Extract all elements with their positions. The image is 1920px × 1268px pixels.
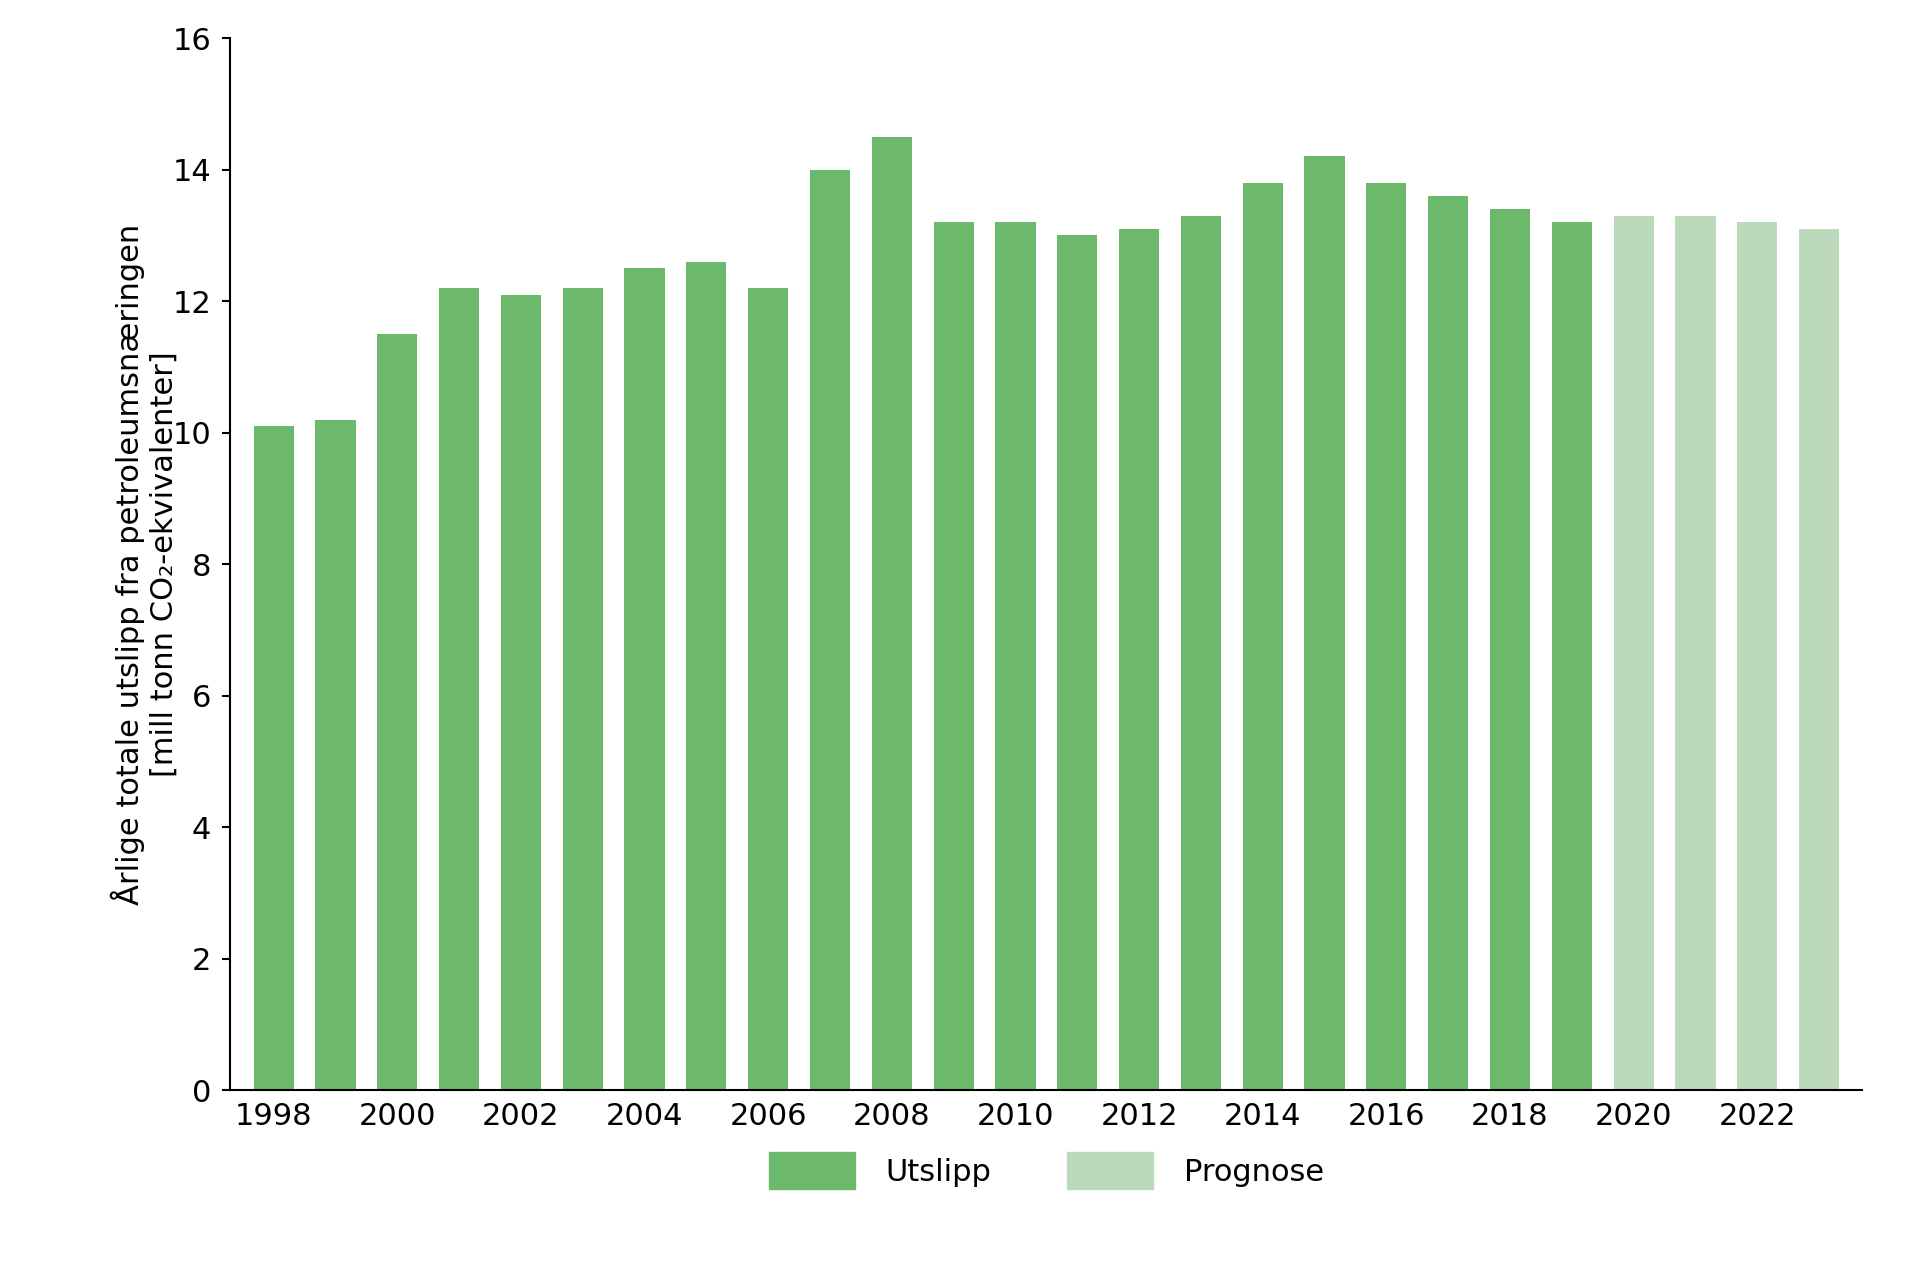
Bar (1242, 183, 1283, 1090)
Bar (501, 294, 541, 1090)
Bar (1551, 222, 1592, 1090)
Bar (440, 288, 480, 1090)
Bar (1367, 183, 1407, 1090)
Bar (1304, 156, 1344, 1090)
Bar (376, 333, 417, 1090)
Bar (995, 222, 1035, 1090)
Bar (563, 288, 603, 1090)
Bar (933, 222, 973, 1090)
Bar (315, 420, 355, 1090)
Legend: Utslipp, Prognose: Utslipp, Prognose (756, 1140, 1336, 1202)
Bar (1181, 216, 1221, 1090)
Bar (810, 170, 851, 1090)
Bar (872, 137, 912, 1090)
Bar (1613, 216, 1653, 1090)
Bar (624, 269, 664, 1090)
Bar (1738, 222, 1778, 1090)
Bar (1676, 216, 1716, 1090)
Bar (685, 261, 726, 1090)
Y-axis label: Årlige totale utslipp fra petroleumsnæringen
[mill tonn CO₂-ekvivalenter]: Årlige totale utslipp fra petroleumsnæri… (111, 223, 179, 905)
Bar (1119, 228, 1160, 1090)
Bar (253, 426, 294, 1090)
Bar (749, 288, 789, 1090)
Bar (1490, 209, 1530, 1090)
Bar (1058, 236, 1098, 1090)
Bar (1428, 195, 1469, 1090)
Bar (1799, 228, 1839, 1090)
